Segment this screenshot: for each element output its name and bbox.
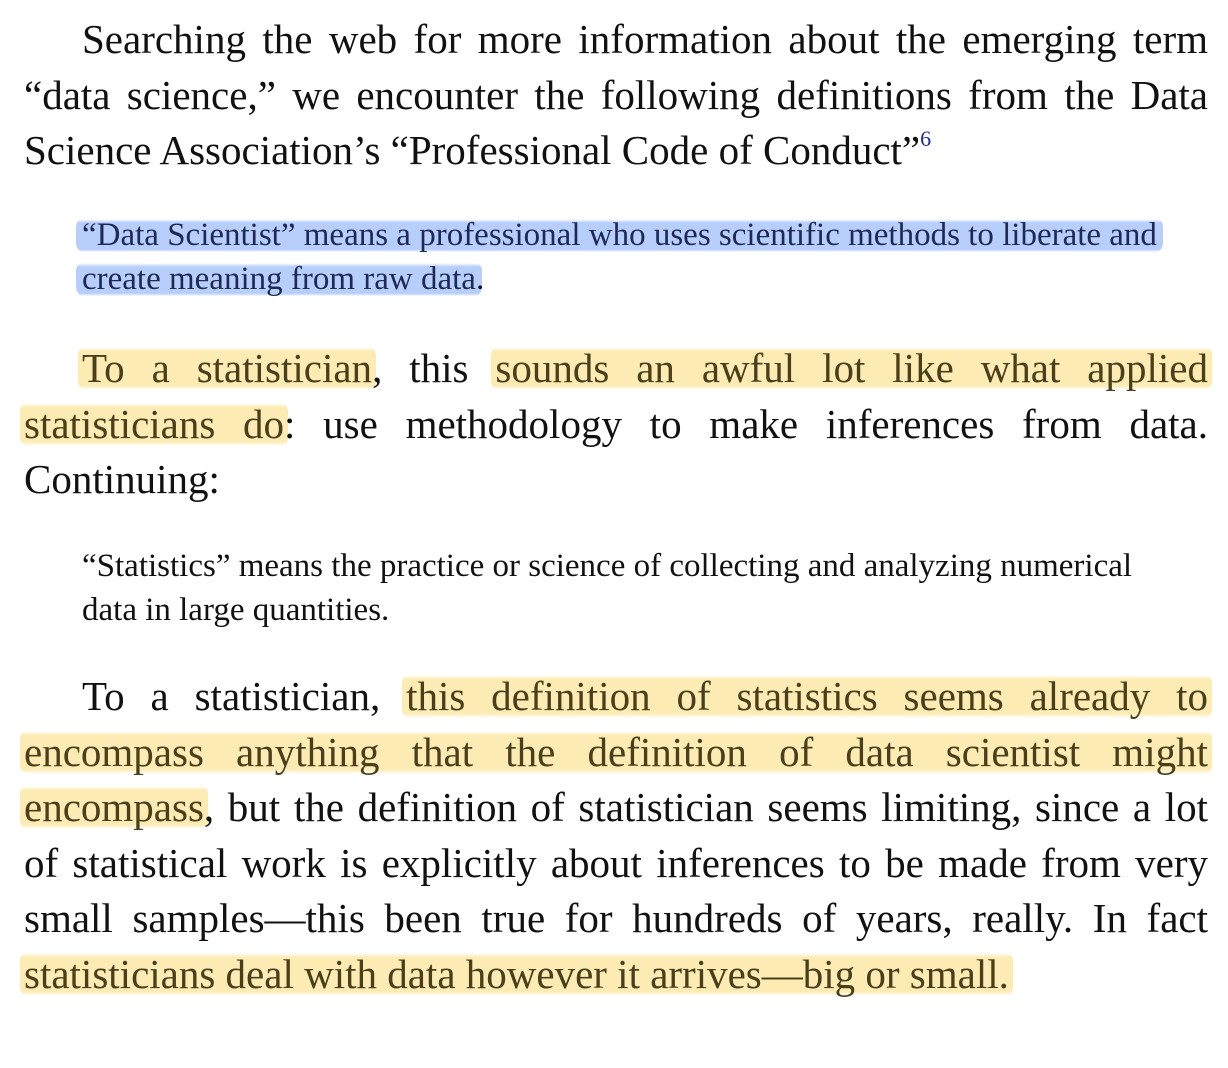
paragraph-intro: Searching the web for more information a… [24,12,1208,179]
paragraph-statistician: To a statistician, this sounds an awful … [20,341,1212,508]
paragraph-statistician-text-2: : use methodology to make inferences fro… [24,400,1208,503]
highlight-yellow-1: To a statistician [78,345,377,391]
footnote-marker[interactable]: 6 [920,126,932,151]
blockquote-end: . [475,261,485,297]
highlight-blue: “Data Scientist” means a professional wh… [76,217,1163,297]
paragraph-statistician-text-1: , this [372,345,496,391]
highlight-yellow-4: statisticians deal with data however it … [20,950,1013,997]
paragraph-definition: To a statistician, this definition of st… [20,669,1212,1002]
paragraph-definition-text-2: , but the definition of statistician see… [24,784,1208,941]
blockquote-data-scientist: “Data Scientist” means a professional wh… [76,213,1182,301]
blockquote-statistics: “Statistics” means the practice or scien… [82,544,1182,632]
paragraph-definition-text-1: To a statistician, [82,673,407,719]
highlight-yellow-3: this definition of statistics seems alre… [20,673,1212,830]
paragraph-intro-text: Searching the web for more information a… [24,16,1208,173]
blockquote-statistics-text: “Statistics” means the practice or scien… [82,548,1133,628]
